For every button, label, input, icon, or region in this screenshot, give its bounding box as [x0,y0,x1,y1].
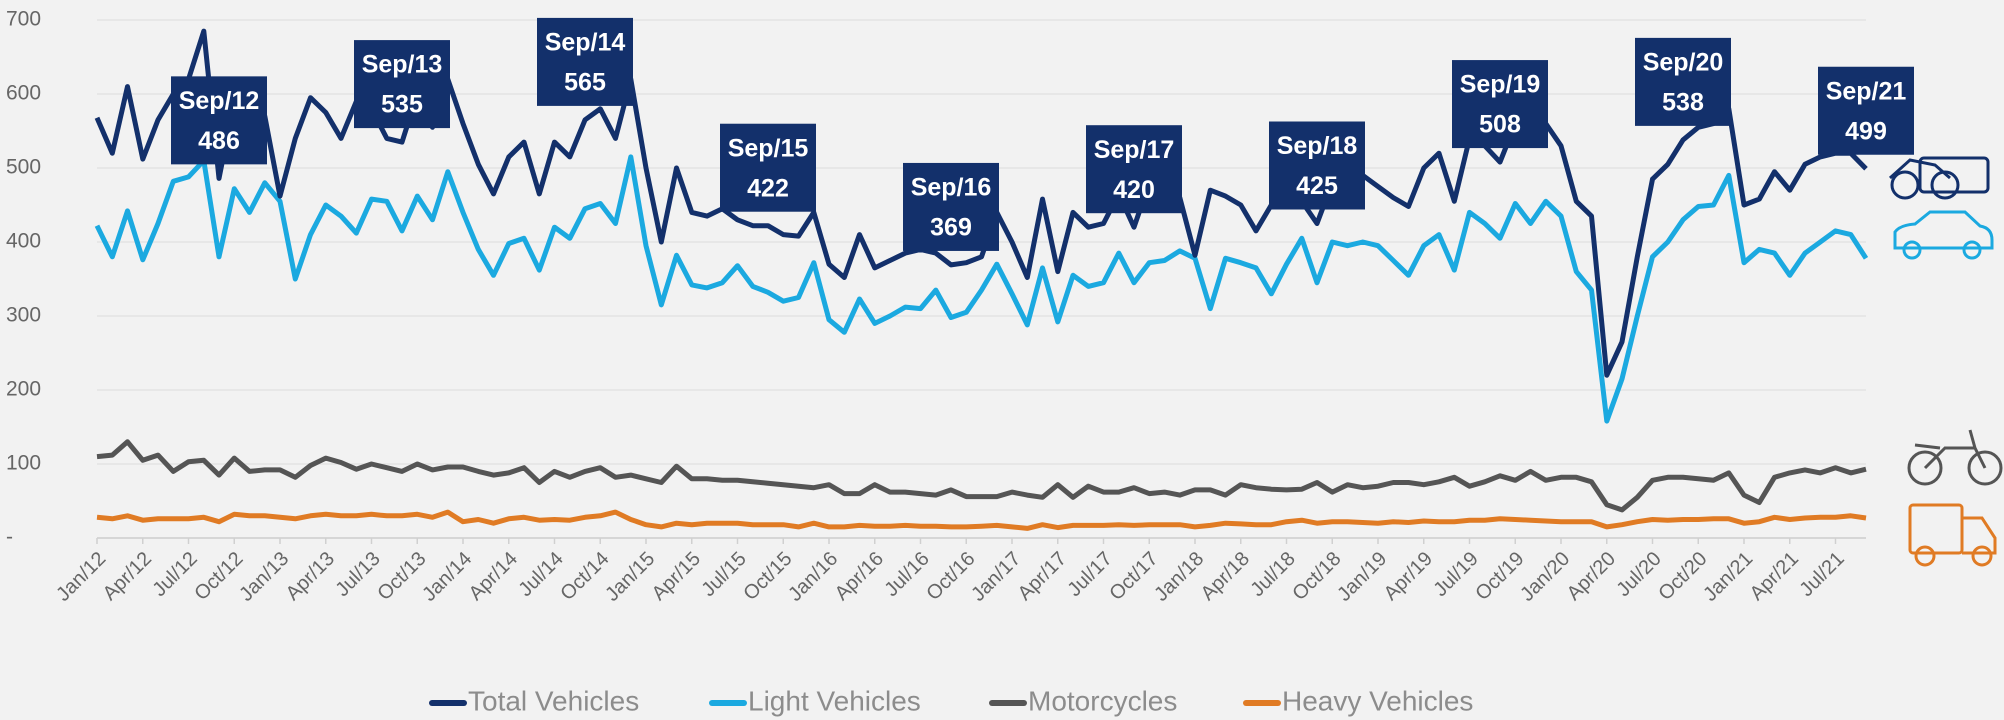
x-tick-label: Jan/14 [418,548,476,606]
annotation-label: Sep/21 [1826,77,1907,105]
x-tick-label: Oct/18 [1288,548,1345,605]
annotation-label: Sep/13 [362,51,443,79]
y-tick-label: 200 [6,378,41,401]
annotation-box [354,40,450,129]
y-tick-label: 300 [6,304,41,327]
series-line [94,28,1868,378]
x-tick-label: Apr/13 [282,548,339,605]
y-tick-label: - [6,526,13,549]
x-tick-label: Jan/20 [1516,548,1574,606]
annotation-value: 508 [1479,111,1521,139]
annotation-label: Sep/17 [1094,136,1175,164]
series-line [96,509,1867,531]
x-tick-label: Jan/21 [1699,548,1757,606]
x-tick-label: Apr/21 [1746,548,1803,605]
annotation-value: 422 [747,174,789,202]
annotation-label: Sep/18 [1277,132,1358,160]
y-tick-label: 400 [6,230,41,253]
annotation-label: Sep/16 [911,174,992,202]
x-tick-label: Apr/14 [465,548,522,605]
total-icon [1888,156,1990,200]
x-tick-label: Oct/20 [1654,548,1711,605]
x-tick-label: Jan/17 [967,548,1025,606]
x-tick-label: Jan/15 [601,548,659,606]
annotation-value: 565 [564,69,606,97]
x-tick-label: Apr/12 [99,548,156,605]
light-icon [1893,210,1994,260]
annotation-label: Sep/15 [728,134,809,162]
x-tick-label: Oct/12 [190,548,247,605]
legend-item: Heavy Vehicles [1243,685,1473,716]
legend-item: Motorcycles [989,685,1177,716]
annotation-value: 535 [381,91,423,119]
x-tick-label: Apr/16 [831,548,888,605]
x-tick-label: Oct/16 [922,548,979,605]
annotation-value: 369 [930,214,972,242]
x-tick-label: Jan/19 [1333,548,1391,606]
annotation-value: 538 [1662,88,1704,116]
x-tick-label: Apr/15 [648,548,705,605]
motorcycle-icon [1907,429,2003,486]
annotation-label: Sep/12 [179,87,260,115]
y-tick-label: 500 [6,156,41,179]
legend-label: Motorcycles [1028,685,1177,716]
x-tick-label: Oct/17 [1105,548,1162,605]
y-tick-label: 700 [6,8,41,31]
annotation-box [1635,37,1731,126]
x-tick-label: Jan/16 [784,548,842,606]
x-tick-label: Oct/15 [739,548,796,605]
x-tick-label: Apr/17 [1014,548,1071,605]
annotation-value: 425 [1296,172,1338,200]
legend-label: Light Vehicles [748,685,921,716]
x-tick-label: Oct/13 [373,548,430,605]
series-line [96,439,1867,513]
x-tick-label: Apr/19 [1380,548,1437,605]
legend-label: Heavy Vehicles [1282,685,1473,716]
series-line [94,154,1869,424]
annotation-box [1818,66,1914,155]
x-tick-label: Oct/14 [556,548,613,605]
y-tick-label: 100 [6,452,41,475]
annotation-label: Sep/20 [1643,48,1724,76]
annotation-box [171,76,267,165]
x-tick-label: Jan/18 [1150,548,1208,606]
vehicle-icons [1888,156,2003,567]
y-tick-label: 600 [6,82,41,105]
annotation-box [720,123,816,212]
x-tick-label: Apr/18 [1197,548,1254,605]
x-tick-label: Apr/20 [1563,548,1620,605]
annotation-box [903,162,999,251]
heavy-icon [1908,503,1997,567]
annotation-label: Sep/19 [1460,71,1541,99]
annotation-box [1452,60,1548,149]
x-tick-label: Jul/21 [1795,548,1848,601]
annotation-box [1269,121,1365,210]
x-tick-label: Jan/13 [235,548,293,606]
annotation-value: 420 [1113,176,1155,204]
annotation-box [537,17,633,106]
legend-label: Total Vehicles [468,685,639,716]
annotation-label: Sep/14 [545,29,626,57]
annotation-value: 486 [198,127,240,155]
x-tick-label: Jan/12 [52,548,110,606]
annotation-value: 499 [1845,117,1887,145]
legend-item: Light Vehicles [709,685,921,716]
x-tick-label: Oct/19 [1471,548,1528,605]
legend-item: Total Vehicles [429,685,639,716]
annotation-box [1086,125,1182,214]
